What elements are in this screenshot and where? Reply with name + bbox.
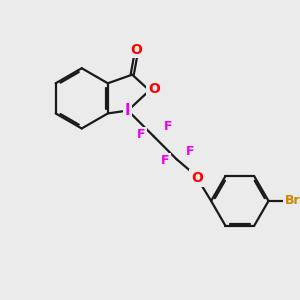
Text: I: I bbox=[125, 103, 131, 118]
Text: O: O bbox=[130, 43, 142, 57]
Text: Br: Br bbox=[284, 194, 300, 207]
Text: O: O bbox=[191, 171, 203, 185]
Text: O: O bbox=[148, 82, 160, 96]
Text: F: F bbox=[186, 145, 195, 158]
Text: F: F bbox=[160, 154, 169, 167]
Text: F: F bbox=[164, 120, 172, 133]
Text: F: F bbox=[136, 128, 145, 141]
